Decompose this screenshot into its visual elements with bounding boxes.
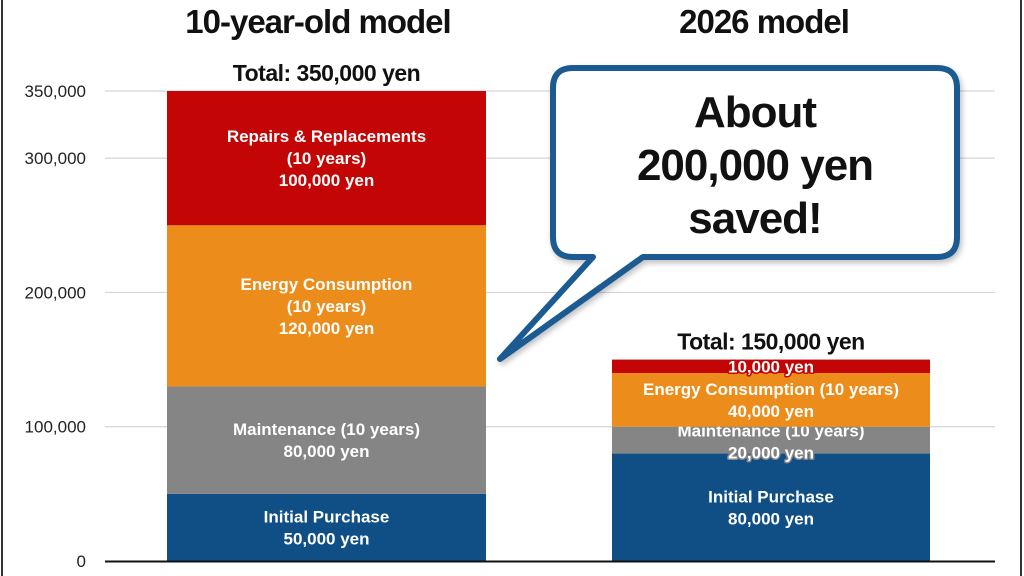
segment-label: Energy Consumption: [241, 275, 413, 294]
bar-stack-old-model: Initial Purchase 50,000 yen Maintenance (1…: [167, 91, 486, 561]
bar-segment-initial-purchase: [612, 453, 930, 561]
bar-segment-initial-purchase: [167, 493, 486, 561]
segment-label: 40,000 yen: [728, 402, 814, 421]
image-frame-right: [1020, 0, 1022, 576]
bar-segment-repairs-replacements-years: [167, 91, 486, 226]
callout-text-line: 200,000 yen: [637, 141, 873, 190]
column-title: 10-year-old model: [185, 3, 450, 40]
segment-label: Initial Purchase: [708, 487, 834, 506]
segment-label: (10 years): [287, 297, 366, 316]
callout-text-line: About: [694, 88, 817, 137]
segment-label: (10 years): [287, 149, 366, 168]
bar-segment-energy-consumption-years: [612, 373, 930, 427]
segment-label: 20,000 yen: [728, 444, 814, 463]
segment-label: 80,000 yen: [728, 509, 814, 528]
bar-segment-energy-consumption-years: [167, 225, 486, 387]
segment-label: 100,000 yen: [279, 171, 374, 190]
column-title: 2026 model: [679, 3, 849, 40]
segment-label: 50,000 yen: [283, 529, 369, 548]
y-tick-label: 300,000: [25, 149, 86, 168]
bars: Initial Purchase 50,000 yen Maintenance (1…: [167, 91, 930, 561]
callout-text-line: saved!: [688, 194, 821, 243]
image-frame-left: [1, 0, 3, 576]
y-axis-ticks: 0 100,000 200,000 300,000 350,000: [25, 82, 86, 571]
segment-label: Repairs & Replacements: [227, 127, 426, 146]
bar-segment-maintenance-years: [167, 386, 486, 494]
bar-segment-repairs-replacements-years: [612, 359, 930, 373]
total-label: Total: 350,000 yen: [233, 60, 420, 86]
segment-label: 120,000 yen: [279, 319, 374, 338]
y-tick-label: 200,000: [25, 283, 86, 302]
total-label: Total: 150,000 yen: [677, 329, 864, 355]
segment-label: 10,000 yen: [728, 358, 814, 377]
y-tick-label: 0: [77, 552, 86, 571]
segment-label: Energy Consumption (10 years): [643, 380, 899, 399]
y-tick-label: 100,000: [25, 418, 86, 437]
speech-bubble: [497, 65, 960, 362]
segment-label: Maintenance (10 years): [233, 420, 420, 439]
column-titles: 10-year-old model Total: 350,000 yen 2026 …: [185, 3, 865, 355]
segment-label: Initial Purchase: [264, 507, 390, 526]
y-tick-label: 350,000: [25, 82, 86, 101]
bar-segment-maintenance-years: [612, 426, 930, 454]
segment-label: 80,000 yen: [283, 442, 369, 461]
